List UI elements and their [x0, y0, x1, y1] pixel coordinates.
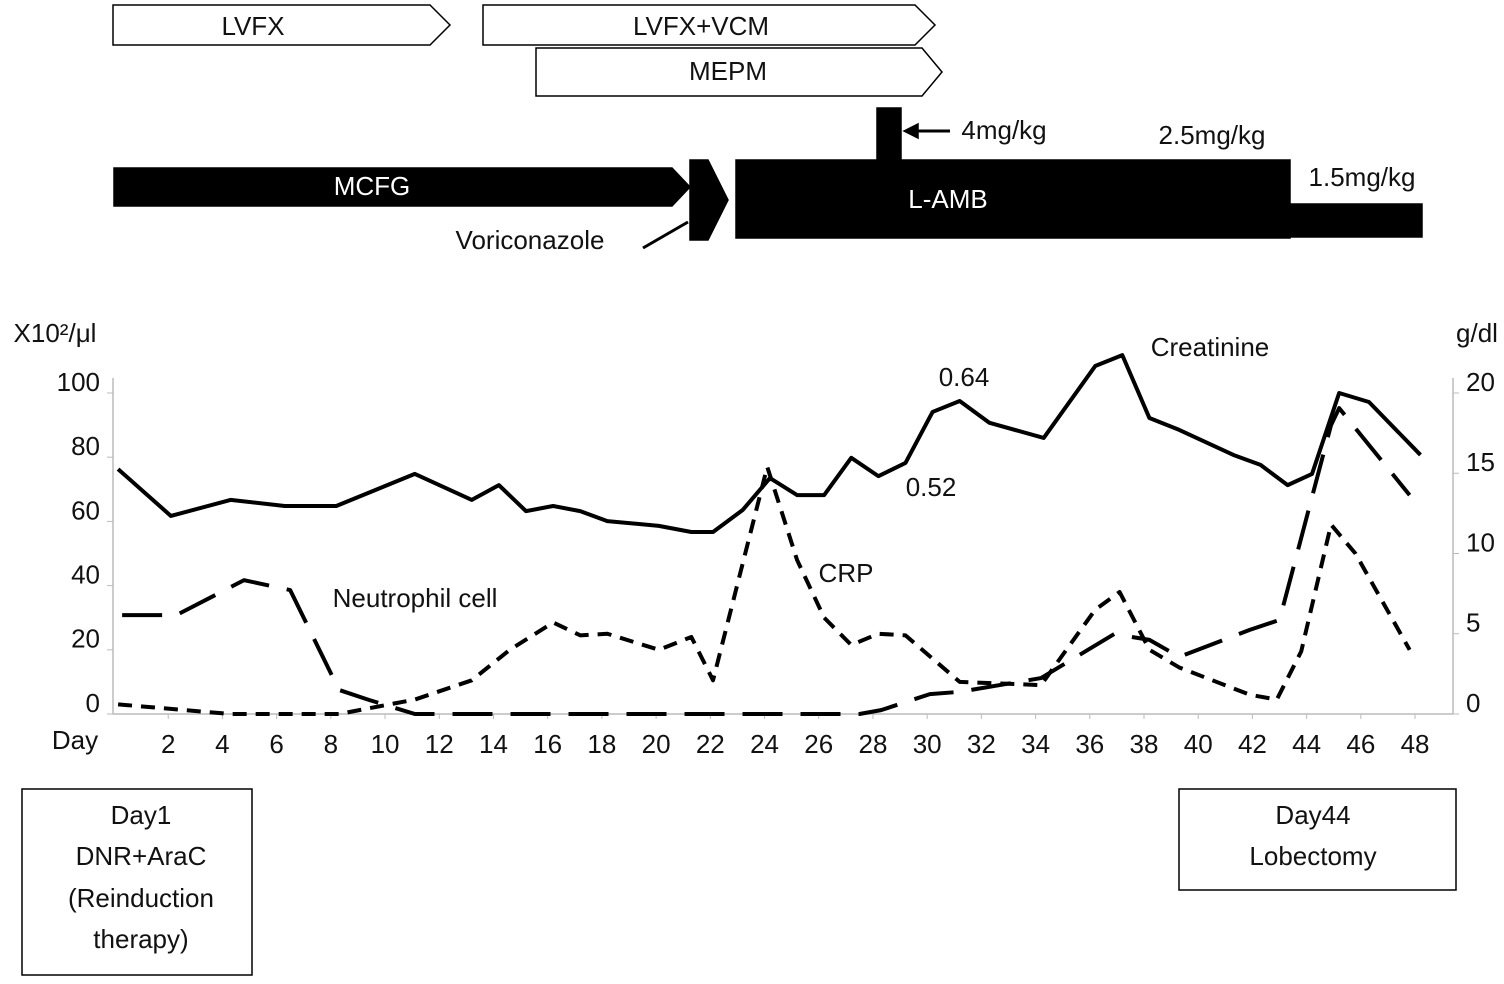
- x-tick-label: 4: [215, 729, 229, 759]
- x-tick-label: 8: [324, 729, 338, 759]
- note-box: [1178, 788, 1457, 891]
- note-text: DNR+AraC: [76, 841, 207, 871]
- x-tick-label: 20: [642, 729, 671, 759]
- note-text: Day44: [1275, 800, 1350, 830]
- x-tick-label: 36: [1075, 729, 1104, 759]
- x-tick-label: 6: [269, 729, 283, 759]
- y-tick-label: 40: [71, 559, 100, 589]
- regimen-label: MCFG: [334, 171, 411, 201]
- x-tick-label: 30: [913, 729, 942, 759]
- x-tick-label: 44: [1292, 729, 1321, 759]
- y2-tick-label: 5: [1466, 608, 1480, 638]
- series-line: [116, 353, 1422, 534]
- x-tick-label: 40: [1184, 729, 1213, 759]
- x-tick-label: 46: [1346, 729, 1375, 759]
- regimen-bar: [482, 4, 937, 46]
- regimen-bar: [535, 47, 943, 97]
- y-tick-label: 80: [71, 431, 100, 461]
- y-tick-label: 20: [71, 624, 100, 654]
- note-text: Day1: [111, 800, 172, 830]
- x-tick-label: 28: [858, 729, 887, 759]
- x-tick-label: 18: [587, 729, 616, 759]
- pointer-line: [642, 220, 689, 250]
- regimen-bar: [689, 159, 729, 241]
- x-tick-label: 12: [425, 729, 454, 759]
- y2-tick-label: 15: [1466, 447, 1495, 477]
- x-tick-label: 16: [533, 729, 562, 759]
- y2-tick-label: 10: [1466, 527, 1495, 557]
- regimen-label: Voriconazole: [456, 225, 605, 255]
- arrow-head: [902, 122, 919, 140]
- x-tick-label: 14: [479, 729, 508, 759]
- y-tick-label: 60: [71, 495, 100, 525]
- y2-tick-label: 20: [1466, 367, 1495, 397]
- series-line: [117, 464, 1412, 716]
- dose-label: 2.5mg/kg: [1159, 120, 1266, 150]
- x-tick-label: 42: [1238, 729, 1267, 759]
- regimen-label: MEPM: [689, 56, 767, 86]
- y-axis-label: X10²/μl: [14, 318, 97, 348]
- regimen-bar: [113, 167, 692, 207]
- x-tick-label: 24: [750, 729, 779, 759]
- series-label: Neutrophil cell: [333, 583, 498, 613]
- annotation: 0.52: [906, 472, 957, 502]
- y-tick-label: 0: [86, 688, 100, 718]
- series-label: CRP: [819, 558, 874, 588]
- x-axis-label: Day: [52, 725, 98, 755]
- regimen-label: LVFX+VCM: [633, 11, 769, 41]
- x-tick-label: 2: [161, 729, 175, 759]
- x-tick-label: 34: [1021, 729, 1050, 759]
- note-box: [21, 788, 253, 976]
- regimen-label: L-AMB: [908, 184, 987, 214]
- note-text: (Reinduction: [68, 883, 214, 913]
- x-tick-label: 38: [1130, 729, 1159, 759]
- note-text: Lobectomy: [1249, 841, 1376, 871]
- timeline: [112, 4, 1423, 250]
- series-line: [122, 406, 1412, 716]
- x-tick-label: 22: [696, 729, 725, 759]
- x-tick-label: 48: [1401, 729, 1430, 759]
- y-tick-label: 100: [57, 367, 100, 397]
- y2-tick-label: 0: [1466, 688, 1480, 718]
- dose-label: 1.5mg/kg: [1309, 162, 1416, 192]
- note-text: therapy): [93, 924, 188, 954]
- x-tick-label: 26: [804, 729, 833, 759]
- regimen-bar: [112, 4, 452, 46]
- annotation: 0.64: [939, 362, 990, 392]
- x-tick-label: 32: [967, 729, 996, 759]
- dose-label: 4mg/kg: [961, 115, 1046, 145]
- x-tick-label: 10: [371, 729, 400, 759]
- y2-axis-label: g/dl: [1456, 318, 1498, 348]
- series-label: Creatinine: [1151, 332, 1270, 362]
- regimen-label: LVFX: [221, 11, 284, 41]
- regimen-bar: [735, 107, 1423, 239]
